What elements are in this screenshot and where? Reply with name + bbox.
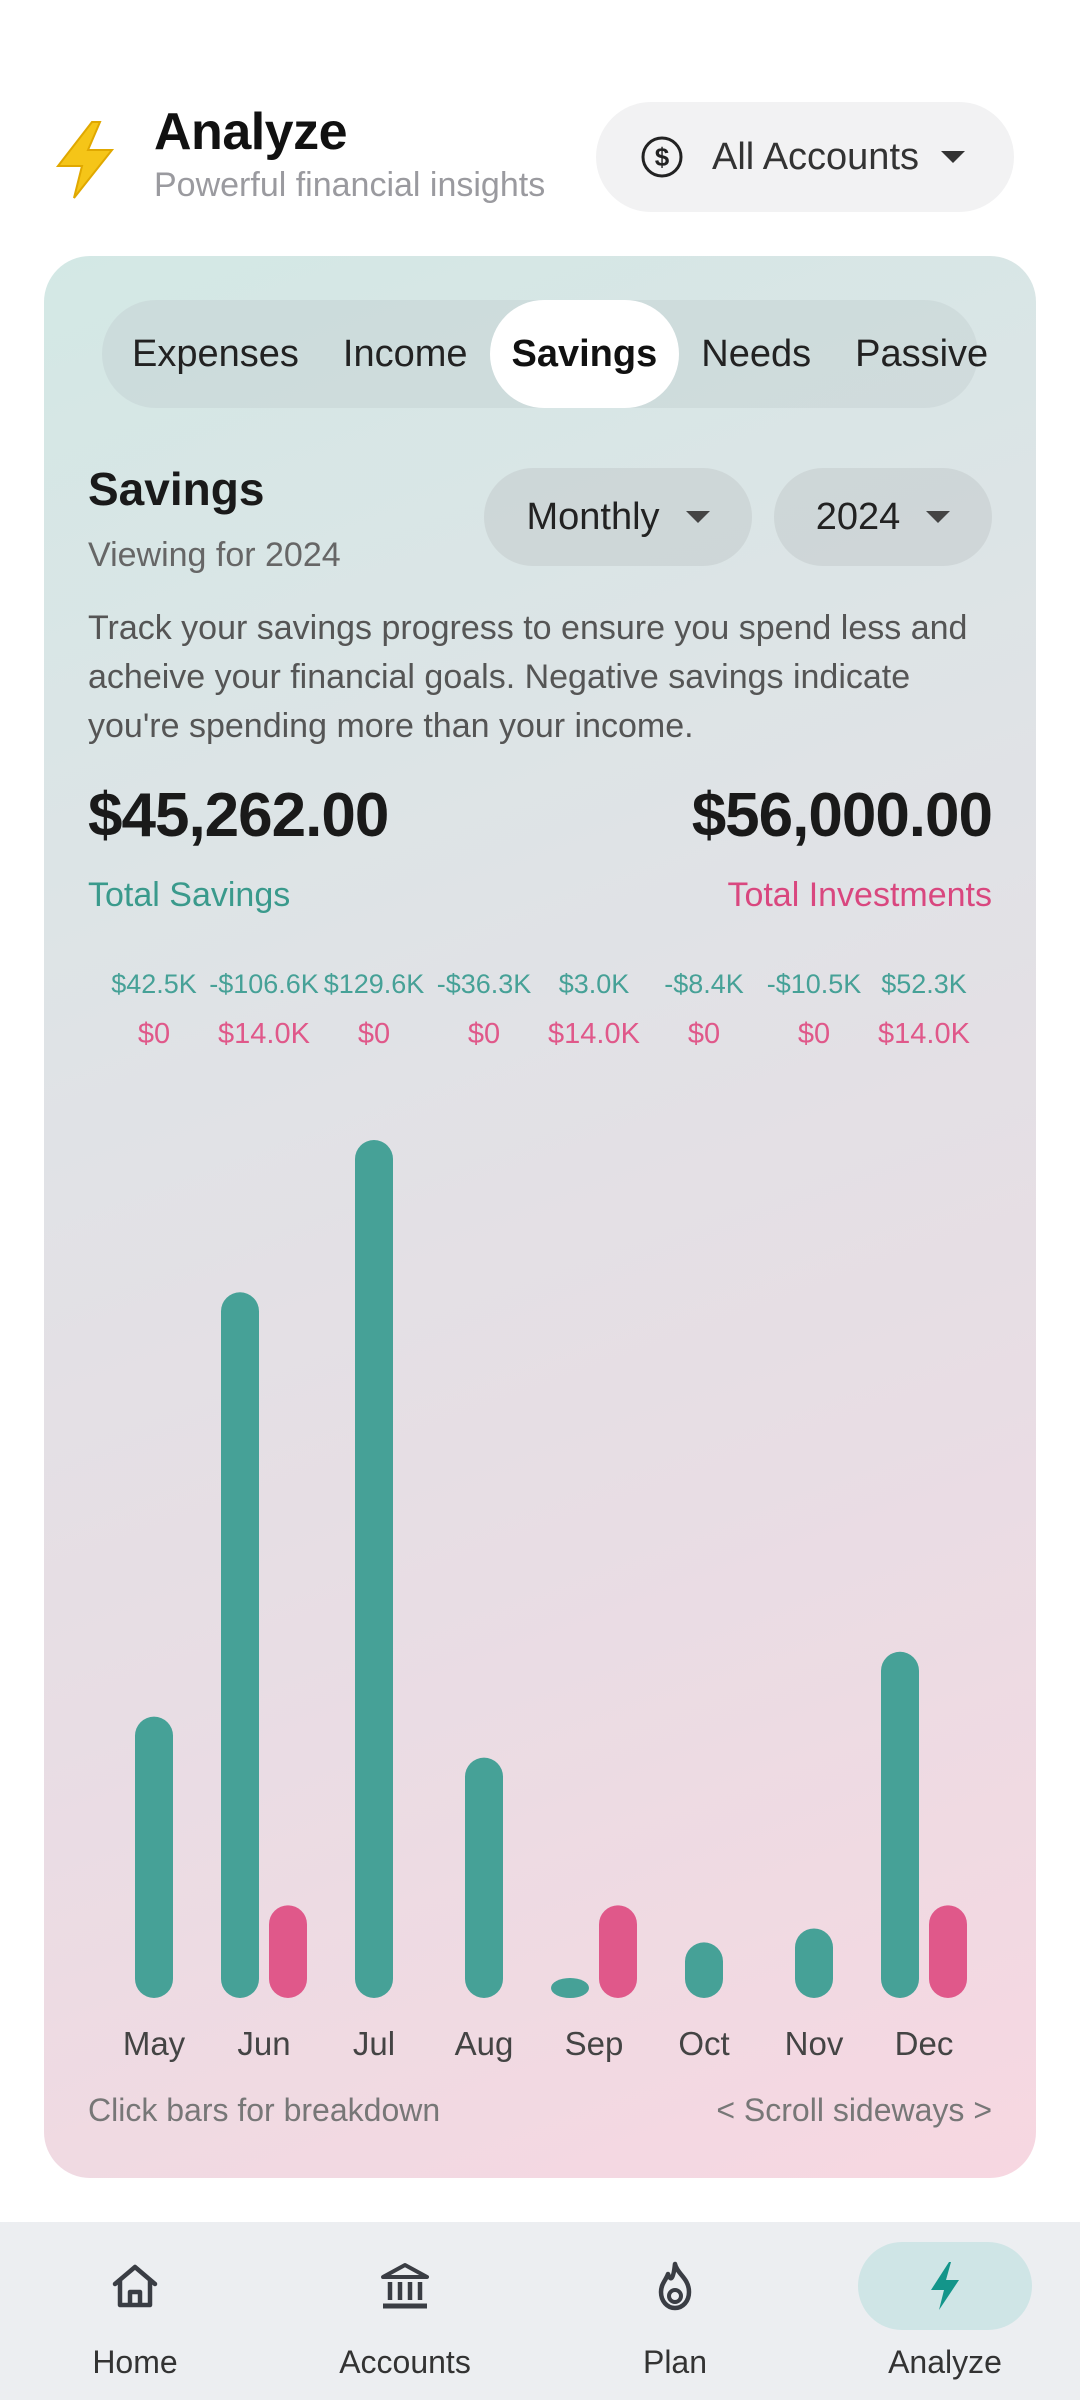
total-savings-value: $45,262.00 bbox=[88, 781, 389, 850]
page-subtitle: Powerful financial insights bbox=[154, 166, 546, 204]
category-tabs: Expenses Income Savings Needs Passive bbox=[102, 300, 988, 408]
tab-needs[interactable]: Needs bbox=[701, 332, 812, 375]
tab-passive[interactable]: Passive bbox=[855, 332, 989, 375]
investment-value-label: $0 bbox=[688, 1018, 720, 1050]
section-title: Savings bbox=[88, 463, 265, 515]
month-tick-label: Jun bbox=[237, 2025, 290, 2062]
total-investments-value: $56,000.00 bbox=[691, 781, 993, 850]
savings-value-label: $129.6K bbox=[324, 969, 425, 999]
chart-hint-breakdown: Click bars for breakdown bbox=[88, 2092, 441, 2128]
year-dropdown[interactable]: 2024 bbox=[774, 468, 992, 566]
investment-value-label: $0 bbox=[798, 1018, 830, 1050]
year-dropdown-label: 2024 bbox=[815, 495, 901, 538]
investment-bar[interactable] bbox=[929, 1905, 967, 1998]
account-selector[interactable]: $ All Accounts bbox=[596, 102, 1014, 212]
nav-icon-container bbox=[318, 2242, 492, 2330]
bottom-navigation: Home Accounts Plan Analyze bbox=[0, 2222, 1080, 2400]
savings-bar[interactable] bbox=[881, 1651, 919, 1998]
tab-savings[interactable]: Savings bbox=[489, 300, 680, 408]
total-investments-label: Total Investments bbox=[727, 876, 992, 914]
page-title: Analyze bbox=[154, 103, 348, 161]
savings-value-label: -$106.6K bbox=[209, 969, 319, 999]
nav-label-accounts: Accounts bbox=[339, 2344, 471, 2380]
investment-bar[interactable] bbox=[269, 1905, 307, 1998]
period-dropdown[interactable]: Monthly bbox=[484, 468, 752, 566]
month-tick-label: Aug bbox=[455, 2025, 514, 2062]
total-savings-label: Total Savings bbox=[88, 876, 291, 914]
lightning-logo-icon bbox=[55, 121, 115, 199]
month-tick-label: Dec bbox=[895, 2025, 954, 2062]
flame-icon bbox=[658, 2261, 692, 2311]
nav-item-analyze[interactable]: Analyze bbox=[810, 2222, 1080, 2400]
nav-label-plan: Plan bbox=[642, 2344, 708, 2380]
home-icon bbox=[112, 2264, 158, 2308]
savings-bar[interactable] bbox=[221, 1292, 259, 1998]
savings-bar[interactable] bbox=[685, 1942, 723, 1998]
nav-item-plan[interactable]: Plan bbox=[540, 2222, 810, 2400]
month-tick-label: Oct bbox=[678, 2025, 729, 2062]
nav-item-home[interactable]: Home bbox=[0, 2222, 270, 2400]
savings-bar[interactable] bbox=[465, 1757, 503, 1998]
nav-icon-container bbox=[48, 2242, 222, 2330]
nav-item-accounts[interactable]: Accounts bbox=[270, 2222, 540, 2400]
bank-icon bbox=[381, 2263, 429, 2309]
section-subtitle: Viewing for 2024 bbox=[88, 536, 341, 574]
chevron-down-icon bbox=[926, 511, 951, 523]
account-selector-label: All Accounts bbox=[712, 135, 919, 178]
period-dropdown-label: Monthly bbox=[526, 495, 660, 538]
savings-bar[interactable] bbox=[135, 1716, 173, 1998]
investment-bar[interactable] bbox=[599, 1905, 637, 1998]
chart-hint-scroll: < Scroll sideways > bbox=[716, 2092, 992, 2128]
savings-value-label: $42.5K bbox=[111, 969, 197, 999]
nav-label-home: Home bbox=[92, 2344, 178, 2380]
investment-value-label: $14.0K bbox=[218, 1018, 311, 1050]
dollar-circle-icon: $ bbox=[641, 136, 683, 178]
investment-value-label: $14.0K bbox=[548, 1018, 641, 1050]
savings-bar[interactable] bbox=[355, 1140, 393, 1998]
section-description: Track your savings progress to ensure yo… bbox=[88, 609, 968, 745]
nav-label-analyze: Analyze bbox=[888, 2344, 1002, 2380]
month-tick-label: Jul bbox=[353, 2025, 395, 2062]
tab-expenses[interactable]: Expenses bbox=[132, 332, 299, 375]
investment-value-label: $0 bbox=[358, 1018, 390, 1050]
savings-bar[interactable] bbox=[795, 1928, 833, 1998]
savings-value-label: -$8.4K bbox=[664, 969, 744, 999]
nav-icon-container bbox=[858, 2242, 1032, 2330]
savings-value-label: -$10.5K bbox=[767, 969, 862, 999]
chevron-down-icon bbox=[941, 151, 965, 163]
savings-value-label: $3.0K bbox=[559, 969, 630, 999]
investment-value-label: $0 bbox=[138, 1018, 170, 1050]
month-tick-label: Nov bbox=[785, 2025, 844, 2062]
nav-icon-container bbox=[588, 2242, 762, 2330]
savings-bar[interactable] bbox=[551, 1978, 589, 1998]
month-tick-label: Sep bbox=[565, 2025, 624, 2062]
savings-bar-chart: $42.5K $0 May -$106.6K $14.0K Jun $129.6K $0 Jul… bbox=[111, 969, 971, 2062]
chevron-down-icon bbox=[685, 511, 710, 523]
tab-income[interactable]: Income bbox=[342, 332, 468, 375]
app-header: Analyze Powerful financial insights $ Al… bbox=[0, 0, 1080, 240]
savings-value-label: $52.3K bbox=[881, 969, 967, 999]
savings-card: Expenses Income Savings Needs Passive Sa… bbox=[44, 256, 1036, 2178]
investment-value-label: $0 bbox=[468, 1018, 500, 1050]
month-tick-label: May bbox=[123, 2025, 186, 2062]
savings-value-label: -$36.3K bbox=[437, 969, 532, 999]
svg-text:$: $ bbox=[655, 142, 670, 172]
bolt-icon bbox=[931, 2262, 959, 2310]
investment-value-label: $14.0K bbox=[878, 1018, 971, 1050]
